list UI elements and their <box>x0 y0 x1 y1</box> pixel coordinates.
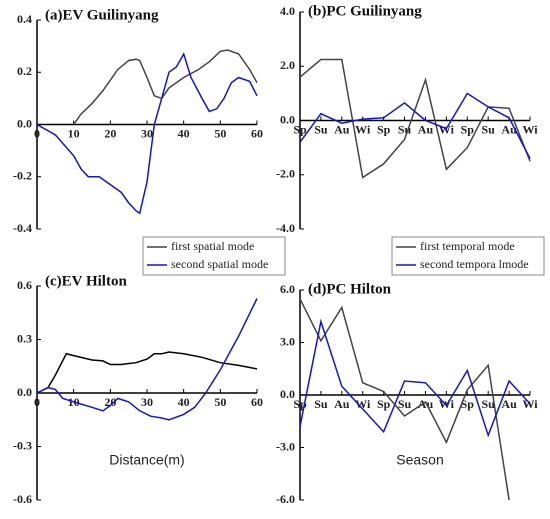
y-tick-label: 4.0 <box>280 4 295 18</box>
y-tick-label: -0.3 <box>13 438 32 452</box>
x-tick-label: Sp <box>377 122 391 136</box>
y-tick-label: 0.4 <box>17 12 32 26</box>
x-tick-label: 20 <box>104 395 116 409</box>
series-line <box>36 351 258 394</box>
x-tick-label: Su <box>482 122 496 136</box>
series-line <box>299 318 531 438</box>
x-axis-label: Season <box>396 452 443 468</box>
x-tick-label: 30 <box>141 126 153 140</box>
series-line <box>36 52 258 215</box>
x-tick-label: Wi <box>355 397 371 411</box>
y-tick-label: 2.0 <box>280 58 295 72</box>
y-tick-label: 0.0 <box>280 112 295 126</box>
x-tick-label: 30 <box>141 395 153 409</box>
y-tick-label: -2.0 <box>276 167 295 181</box>
x-tick-label: Sp <box>377 397 391 411</box>
series-line <box>36 298 258 421</box>
y-tick-label: 0.0 <box>17 385 32 399</box>
x-tick-label: Sp <box>293 122 307 136</box>
x-tick-label: Su <box>314 122 328 136</box>
x-tick-label: 40 <box>178 395 190 409</box>
x-tick-label: 60 <box>251 126 263 140</box>
x-tick-label: Au <box>334 122 350 136</box>
legend-label: second spatial mode <box>171 257 268 271</box>
legend-label: first spatial mode <box>171 239 254 253</box>
x-tick-label: Sp <box>461 122 475 136</box>
legend-box <box>142 236 286 276</box>
x-tick-label: Au <box>501 397 517 411</box>
series-line <box>299 298 510 501</box>
y-tick-label: -0.2 <box>13 169 32 183</box>
x-tick-label: Au <box>418 122 434 136</box>
x-tick-label: 40 <box>178 126 190 140</box>
y-tick-label: -6.0 <box>276 492 295 506</box>
x-tick-label: 0 <box>34 126 40 140</box>
y-tick-label: -0.4 <box>13 221 32 235</box>
x-tick-label: 20 <box>104 126 116 140</box>
x-tick-label: 60 <box>251 395 263 409</box>
x-tick-label: 0 <box>34 395 40 409</box>
panel-title: (b)PC Guilinyang <box>308 3 422 19</box>
y-tick-label: 3.0 <box>280 334 295 348</box>
panel-title: (c)EV Hilton <box>45 273 127 289</box>
legend-label: second tempora lmode <box>420 257 529 271</box>
panel-title: (a)EV Guilinyang <box>45 7 159 23</box>
x-tick-label: 50 <box>214 395 226 409</box>
y-tick-label: -4.0 <box>276 221 295 235</box>
y-tick-label: 0.3 <box>17 331 32 345</box>
y-tick-label: 0.0 <box>280 387 295 401</box>
y-tick-label: 0.2 <box>17 64 32 78</box>
x-tick-label: Su <box>398 122 412 136</box>
x-tick-label: Su <box>482 397 496 411</box>
x-tick-label: Su <box>314 397 328 411</box>
legend-label: first temporal mode <box>420 239 515 253</box>
x-tick-label: Sp <box>461 397 475 411</box>
x-tick-label: Wi <box>522 122 538 136</box>
series-line <box>299 92 531 159</box>
x-tick-label: 10 <box>68 126 80 140</box>
x-tick-label: Wi <box>355 122 371 136</box>
y-tick-label: 0.0 <box>17 116 32 130</box>
x-tick-label: Au <box>334 397 350 411</box>
y-tick-label: -3.0 <box>276 439 295 453</box>
x-tick-label: 50 <box>214 126 226 140</box>
legend-box <box>391 236 545 276</box>
series-line <box>299 58 531 179</box>
panel-title: (d)PC Hilton <box>308 281 392 297</box>
y-tick-label: -0.6 <box>13 492 32 506</box>
x-axis-label: Distance(m) <box>109 452 184 468</box>
y-tick-label: 0.6 <box>17 278 32 292</box>
y-tick-label: 6.0 <box>280 282 295 296</box>
x-tick-label: Su <box>398 397 412 411</box>
series-line <box>73 49 258 125</box>
